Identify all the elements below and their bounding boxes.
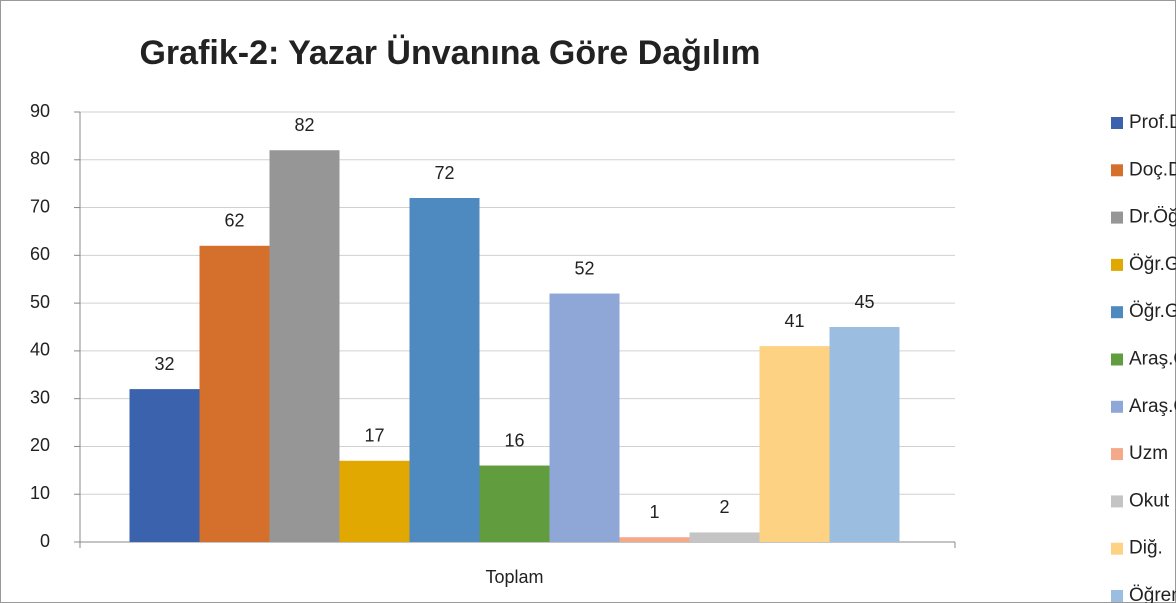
bar	[409, 198, 480, 542]
legend-swatch	[1111, 400, 1123, 413]
legend-text: Uzm	[1129, 443, 1168, 464]
data-label: 2	[719, 497, 729, 517]
x-tick-label: Toplam	[485, 567, 543, 587]
data-label: 82	[294, 115, 314, 135]
y-tick-label: 60	[30, 244, 50, 264]
legend-text: Araş.Gör.Dr	[1129, 396, 1176, 417]
data-label: 45	[854, 292, 874, 312]
bar	[339, 460, 410, 542]
legend-swatch	[1111, 117, 1123, 129]
legend-swatch	[1111, 211, 1123, 224]
y-tick-label: 30	[30, 387, 50, 407]
bar	[829, 327, 900, 542]
legend-swatch	[1111, 306, 1123, 319]
legend-swatch	[1111, 590, 1123, 602]
legend-text: Dr.Öğr.Üyesi	[1129, 207, 1176, 228]
chart-title: Grafik-2: Yazar Ünvanına Göre Dağılım	[139, 34, 760, 72]
bar	[619, 537, 690, 542]
bar	[129, 389, 200, 542]
data-label: 52	[574, 258, 594, 278]
data-label: 1	[649, 502, 659, 522]
y-tick-label: 10	[30, 483, 50, 503]
y-tick-label: 20	[30, 435, 50, 455]
legend-swatch	[1111, 542, 1123, 555]
bar	[479, 465, 550, 542]
legend-text: Doç.Dr	[1129, 159, 1176, 180]
y-tick-label: 50	[30, 292, 50, 312]
legend-text: Araş.Gör	[1129, 349, 1176, 370]
legend-text: Öğr.Gör.Dr	[1129, 254, 1176, 275]
data-label: 17	[364, 426, 384, 446]
bar	[689, 532, 760, 542]
data-label: 16	[504, 430, 524, 450]
y-tick-label: 40	[30, 340, 50, 360]
data-label: 62	[224, 211, 244, 231]
legend-text: Prof.Dr.	[1129, 112, 1176, 133]
legend-swatch	[1111, 258, 1123, 271]
legend-swatch	[1111, 448, 1123, 461]
bar	[759, 346, 830, 542]
legend-swatch	[1111, 353, 1123, 366]
bar	[199, 245, 270, 542]
bar	[269, 150, 340, 542]
bar	[549, 293, 620, 542]
legend-swatch	[1111, 495, 1123, 508]
y-tick-label: 80	[30, 149, 50, 169]
data-label: 41	[784, 311, 804, 331]
data-label: 72	[434, 163, 454, 183]
legend-text: Öğrenci	[1129, 585, 1176, 603]
data-label: 32	[154, 354, 174, 374]
legend-text: Öğr.Gör	[1129, 301, 1176, 322]
y-tick-label: 70	[30, 196, 50, 216]
y-tick-label: 0	[40, 531, 50, 551]
legend-swatch	[1111, 164, 1123, 177]
legend-text: Diğ.	[1129, 538, 1163, 559]
legend-text: Okut	[1129, 490, 1170, 511]
y-tick-label: 90	[30, 101, 50, 121]
